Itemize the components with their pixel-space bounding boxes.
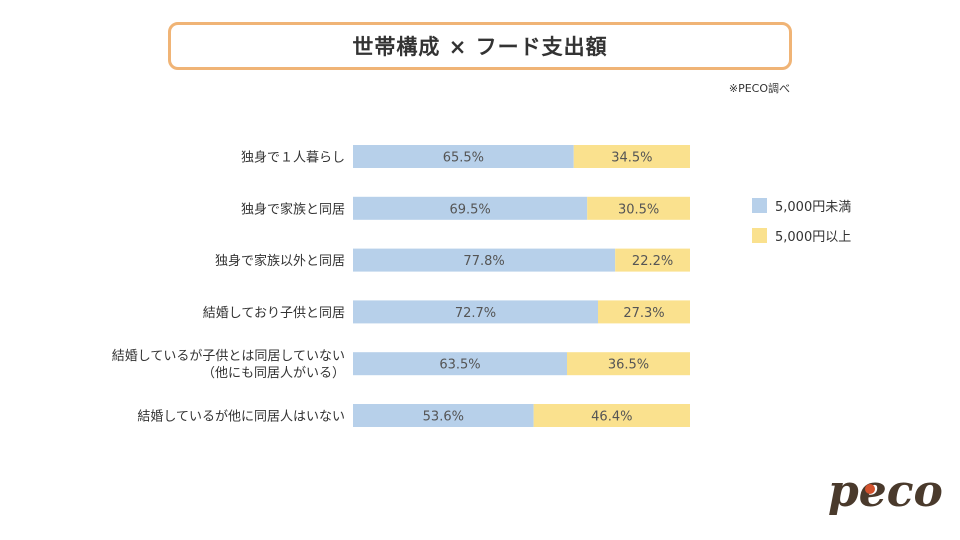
data-label-over-5000: 46.4% xyxy=(591,410,632,425)
logo-paw-dot xyxy=(865,484,875,494)
category-label-line: 結婚しているが子供とは同居していない xyxy=(112,349,345,364)
bar-segment-under-5000 xyxy=(353,248,616,272)
legend-item-under-5000: 5,000円未満 xyxy=(752,190,851,220)
legend-swatch-over-5000 xyxy=(752,227,767,243)
data-label-over-5000: 27.3% xyxy=(623,306,664,321)
category-label: 結婚しているが他に同居人はいない xyxy=(137,410,345,425)
bar-segment-over-5000 xyxy=(533,404,690,427)
peco-logo: peco xyxy=(828,466,943,517)
legend-label-under-5000: 5,000円未満 xyxy=(775,199,852,215)
data-label-over-5000: 36.5% xyxy=(608,358,649,373)
bar-segment-under-5000 xyxy=(353,404,534,427)
chart-title: 世帯構成 × フード支出額 xyxy=(352,35,608,59)
bar-segment-under-5000 xyxy=(353,300,598,324)
category-label: 独身で家族と同居 xyxy=(241,201,345,217)
bar-segment-under-5000 xyxy=(353,145,574,168)
data-label-under-5000: 77.8% xyxy=(463,254,504,269)
category-label: 結婚しているが子供とは同居していない （他にも同居人がいる） xyxy=(112,349,345,381)
data-label-over-5000: 22.2% xyxy=(632,254,673,269)
legend-label-over-5000: 5,000円以上 xyxy=(775,229,852,245)
data-label-under-5000: 72.7% xyxy=(455,306,496,321)
category-label-line: 独身で家族と同居 xyxy=(241,201,345,217)
data-label-under-5000: 63.5% xyxy=(439,358,480,373)
data-label-over-5000: 34.5% xyxy=(611,151,652,166)
category-label-line: （他にも同居人がいる） xyxy=(202,366,345,381)
bar-segment-under-5000 xyxy=(353,352,567,376)
legend-item-over-5000: 5,000円以上 xyxy=(752,220,851,250)
bar-segment-over-5000 xyxy=(615,248,690,272)
category-label-line: 独身で家族以外と同居 xyxy=(215,253,345,269)
source-note: ※PECO調べ xyxy=(728,82,790,95)
bar-segment-under-5000 xyxy=(353,196,588,220)
logo-text: peco xyxy=(828,466,943,517)
data-label-over-5000: 30.5% xyxy=(618,202,659,217)
data-label-under-5000: 65.5% xyxy=(443,151,484,166)
bar-segment-over-5000 xyxy=(573,145,690,168)
category-label: 独身で家族以外と同居 xyxy=(215,253,345,269)
data-label-under-5000: 69.5% xyxy=(449,202,490,217)
category-label-line: 結婚しており子供と同居 xyxy=(203,306,345,321)
category-label: 結婚しており子供と同居 xyxy=(203,306,345,321)
category-label-line: 結婚しているが他に同居人はいない xyxy=(137,410,345,425)
category-label: 独身で１人暮らし xyxy=(241,150,345,166)
bar-segment-over-5000 xyxy=(587,196,690,220)
bar-segment-over-5000 xyxy=(566,352,690,376)
data-label-under-5000: 53.6% xyxy=(423,410,464,425)
bar-segment-over-5000 xyxy=(597,300,690,324)
chart-title-box: 世帯構成 × フード支出額 xyxy=(168,22,792,70)
legend-swatch-under-5000 xyxy=(752,197,767,213)
legend: 5,000円未満 5,000円以上 xyxy=(752,190,851,250)
category-label-line: 独身で１人暮らし xyxy=(241,150,345,166)
